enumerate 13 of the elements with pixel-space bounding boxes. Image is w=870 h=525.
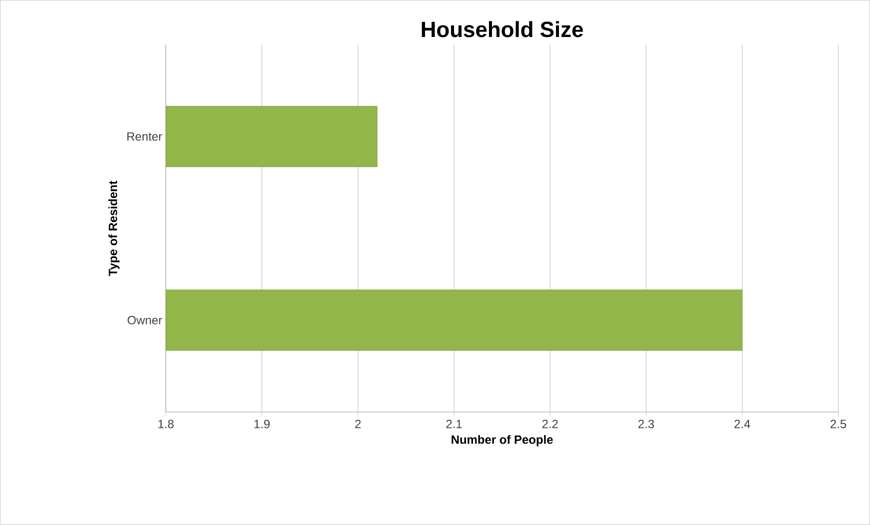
y-tick-label: Owner xyxy=(128,316,162,325)
y-axis-title: Type of Resident xyxy=(108,180,120,276)
x-axis-title: Number of People xyxy=(452,435,553,446)
x-tick-label: 1.9 xyxy=(254,420,270,428)
x-tick-label: 2.2 xyxy=(542,420,558,428)
x-tick-label: 2 xyxy=(355,420,361,428)
x-tick-label: 1.8 xyxy=(158,420,174,428)
x-tick-label: 2.5 xyxy=(830,420,846,428)
x-tick-label: 2.4 xyxy=(734,420,750,428)
x-tick-label: 2.1 xyxy=(446,420,462,428)
y-tick-label: Renter xyxy=(127,132,162,141)
x-tick-label: 2.3 xyxy=(638,420,654,428)
chart-title: Household Size xyxy=(422,21,583,38)
